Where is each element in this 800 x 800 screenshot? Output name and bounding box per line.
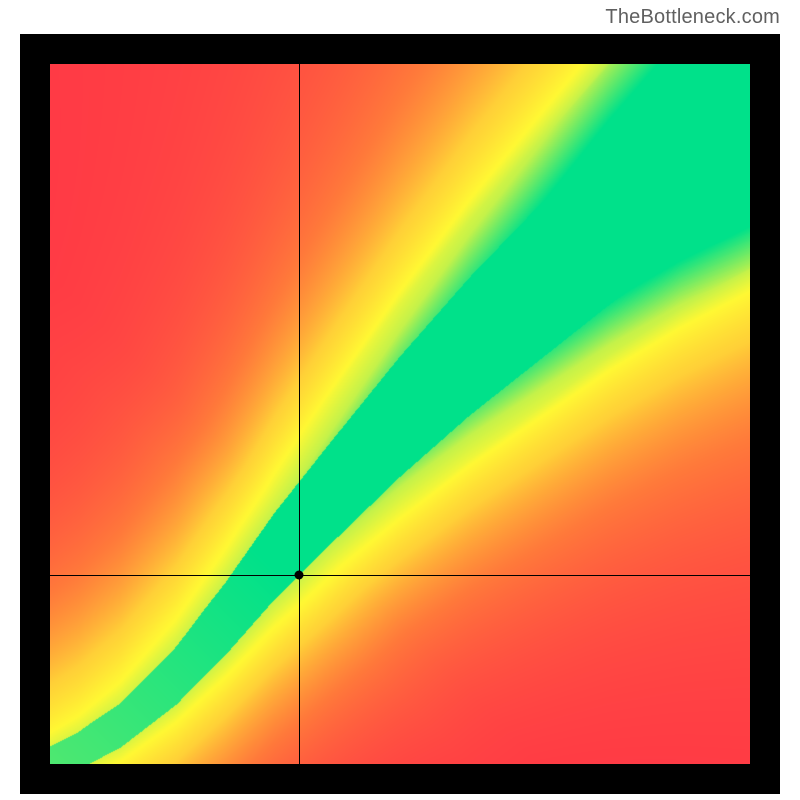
crosshair-vertical xyxy=(299,64,300,764)
attribution-text: TheBottleneck.com xyxy=(605,6,780,29)
figure-container: TheBottleneck.com xyxy=(0,0,800,800)
crosshair-marker xyxy=(294,571,303,580)
crosshair-horizontal xyxy=(50,575,750,576)
heatmap-canvas xyxy=(50,64,750,764)
plot-area xyxy=(50,64,750,764)
plot-frame xyxy=(20,34,780,794)
